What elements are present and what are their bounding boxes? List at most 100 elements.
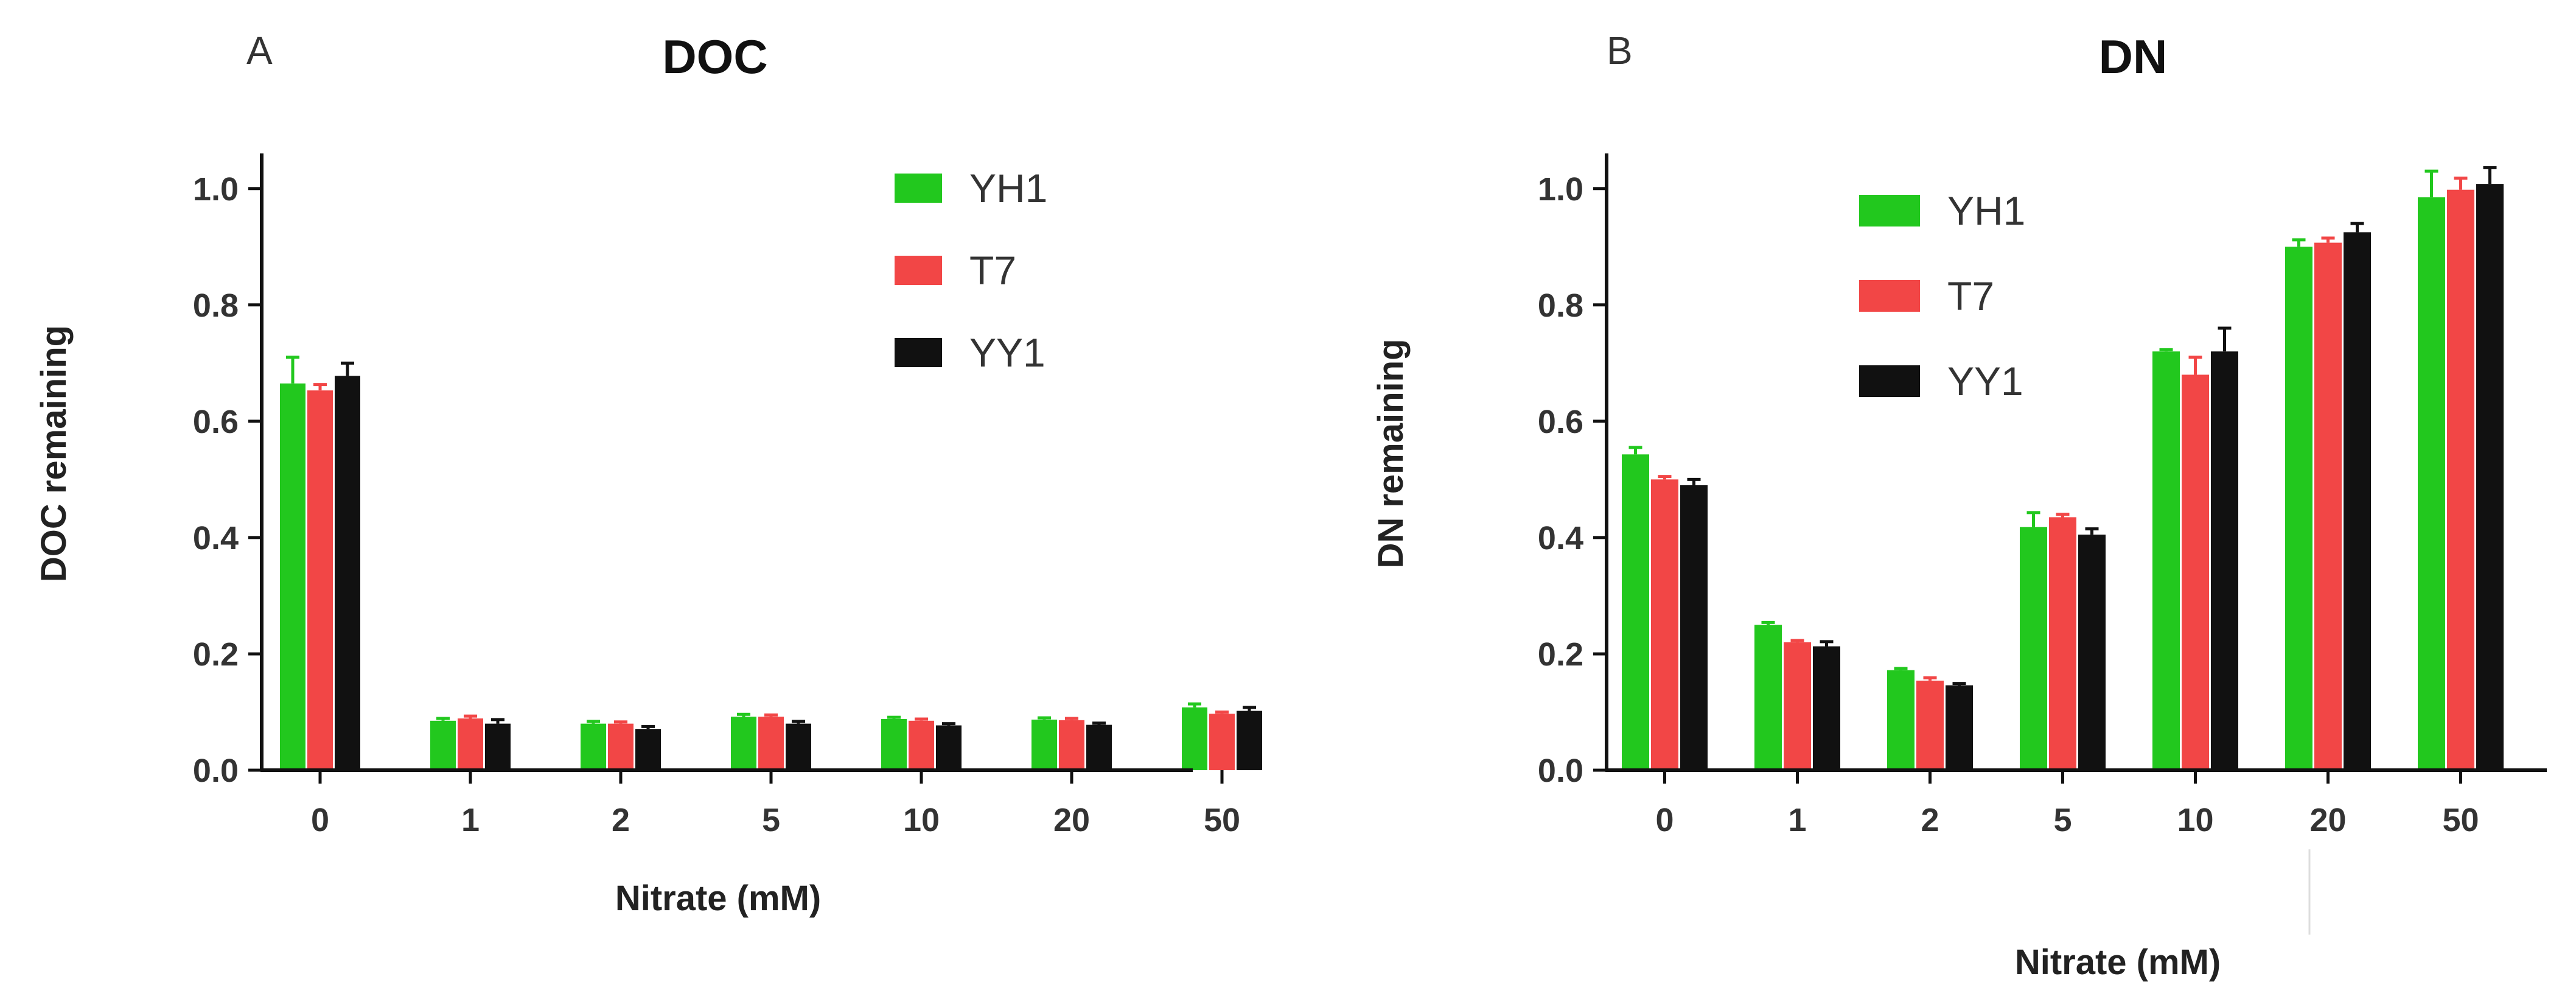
bar-yh1 xyxy=(430,720,456,770)
bar-yh1 xyxy=(1031,719,1057,770)
panel-b-x-ticks: 0 1 2 5 10 20 50 xyxy=(1655,770,2479,838)
legend-swatch-t7 xyxy=(895,256,942,285)
bar-t7 xyxy=(307,390,333,770)
x-tick-label: 50 xyxy=(1204,802,1240,838)
y-tick-label: 1.0 xyxy=(1538,171,1583,208)
panel-b-title: DN xyxy=(2099,30,2168,83)
bar-t7 xyxy=(1651,479,1678,770)
bar-t7 xyxy=(608,723,634,770)
x-tick-label: 0 xyxy=(1655,802,1674,838)
x-tick-label: 2 xyxy=(1921,802,1939,838)
bar-yh1 xyxy=(731,717,756,770)
legend-label-yy1: YY1 xyxy=(969,330,1045,375)
x-tick-label: 1 xyxy=(1788,802,1806,838)
bar-t7 xyxy=(2182,374,2209,770)
panel-b-x-axis-label: Nitrate (mM) xyxy=(2015,943,2221,982)
bar-yh1 xyxy=(1182,707,1207,770)
x-tick-label: 10 xyxy=(903,802,940,838)
panel-a-axes xyxy=(260,153,1193,772)
x-tick-label: 0 xyxy=(311,802,329,838)
y-tick-label: 0.4 xyxy=(193,520,239,556)
bar-yy1 xyxy=(1237,711,1262,770)
bar-yh1 xyxy=(2020,527,2047,770)
bar-yy1 xyxy=(1086,725,1112,770)
legend-label-t7: T7 xyxy=(969,248,1016,293)
y-tick-label: 0.8 xyxy=(193,287,239,324)
bar-t7 xyxy=(758,717,784,770)
bar-t7 xyxy=(1209,714,1235,770)
y-tick-label: 0.6 xyxy=(1538,404,1583,440)
bar-yy1 xyxy=(1680,485,1708,770)
legend-swatch-yh1 xyxy=(895,174,942,203)
x-tick-label: 1 xyxy=(461,802,480,838)
panel-a-doc: A DOC DOC remaining Nitrate (mM) 0.00.20… xyxy=(34,29,1262,918)
panel-a-x-axis-label: Nitrate (mM) xyxy=(615,879,821,918)
legend-label-yh1: YH1 xyxy=(969,166,1047,211)
panel-b-dn: B DN DN remaining Nitrate (mM) 0.0 0.2 0.4… xyxy=(1371,29,2547,982)
x-tick-label: 5 xyxy=(762,802,780,838)
panel-a-y-ticks: 0.0 0.2 0.4 0.6 0.8 1.0 xyxy=(193,171,262,789)
bar-yh1 xyxy=(1622,454,1649,770)
bar-t7 xyxy=(458,718,483,770)
bar-yy1 xyxy=(2476,184,2504,770)
y-tick-label: 1.0 xyxy=(193,171,239,208)
bar-yy1 xyxy=(1813,646,1840,770)
panel-b-y-axis-label: DN remaining xyxy=(1371,339,1411,568)
legend-swatch-yh1 xyxy=(1859,195,1920,226)
panel-b-bars xyxy=(1622,166,2504,771)
y-tick-label: 0.0 xyxy=(193,753,239,789)
panel-a-x-ticks: 0 1 2 5 10 20 50 xyxy=(311,770,1240,838)
y-tick-label: 0.2 xyxy=(1538,636,1583,673)
bar-yh1 xyxy=(581,723,606,770)
bar-yh1 xyxy=(2152,351,2180,770)
bar-yh1 xyxy=(1754,625,1782,770)
panel-a-y-axis-label: DOC remaining xyxy=(34,325,74,582)
bar-yy1 xyxy=(635,729,661,770)
y-tick-label: 0.0 xyxy=(1538,753,1583,789)
bar-yh1 xyxy=(2418,197,2445,771)
bar-t7 xyxy=(2049,517,2076,770)
y-tick-label: 0.8 xyxy=(1538,287,1583,324)
legend-label-t7: T7 xyxy=(1947,273,1994,318)
bar-t7 xyxy=(2447,189,2474,771)
bar-yy1 xyxy=(335,376,360,770)
panel-b-letter: B xyxy=(1607,29,1633,72)
panel-b-axes xyxy=(1605,153,2547,772)
x-tick-label: 10 xyxy=(2177,802,2213,838)
bar-yy1 xyxy=(2344,232,2371,770)
panel-b-legend: YH1 T7 YY1 xyxy=(1859,188,2025,404)
x-tick-label: 2 xyxy=(612,802,630,838)
legend-label-yy1: YY1 xyxy=(1947,359,2023,404)
legend-label-yh1: YH1 xyxy=(1947,188,2025,233)
x-tick-label: 5 xyxy=(2053,802,2072,838)
legend-swatch-yy1 xyxy=(895,338,942,367)
bar-t7 xyxy=(1059,720,1084,770)
bar-t7 xyxy=(909,720,934,770)
bar-yy1 xyxy=(1946,685,1973,770)
bar-yh1 xyxy=(280,383,305,770)
legend-swatch-t7 xyxy=(1859,280,1920,312)
panel-a-title: DOC xyxy=(662,30,767,83)
bar-yh1 xyxy=(881,718,907,770)
panel-a-bars xyxy=(280,356,1262,770)
bar-yh1 xyxy=(2285,247,2312,770)
y-tick-label: 0.4 xyxy=(1538,520,1583,556)
x-tick-label: 20 xyxy=(1053,802,1090,838)
bar-yy1 xyxy=(2211,351,2238,770)
y-tick-label: 0.6 xyxy=(193,404,239,440)
legend-swatch-yy1 xyxy=(1859,365,1920,397)
bar-t7 xyxy=(1916,680,1944,770)
bar-yh1 xyxy=(1887,670,1915,770)
y-tick-label: 0.2 xyxy=(193,636,239,673)
panel-b-y-ticks: 0.0 0.2 0.4 0.6 0.8 1.0 xyxy=(1538,171,1607,789)
bar-t7 xyxy=(1784,642,1811,770)
x-tick-label: 20 xyxy=(2309,802,2346,838)
bar-yy1 xyxy=(936,725,962,770)
bar-t7 xyxy=(2314,242,2342,770)
panel-a-letter: A xyxy=(246,29,273,72)
bar-yy1 xyxy=(485,723,511,770)
bar-yy1 xyxy=(2078,535,2106,770)
x-tick-label: 50 xyxy=(2442,802,2479,838)
